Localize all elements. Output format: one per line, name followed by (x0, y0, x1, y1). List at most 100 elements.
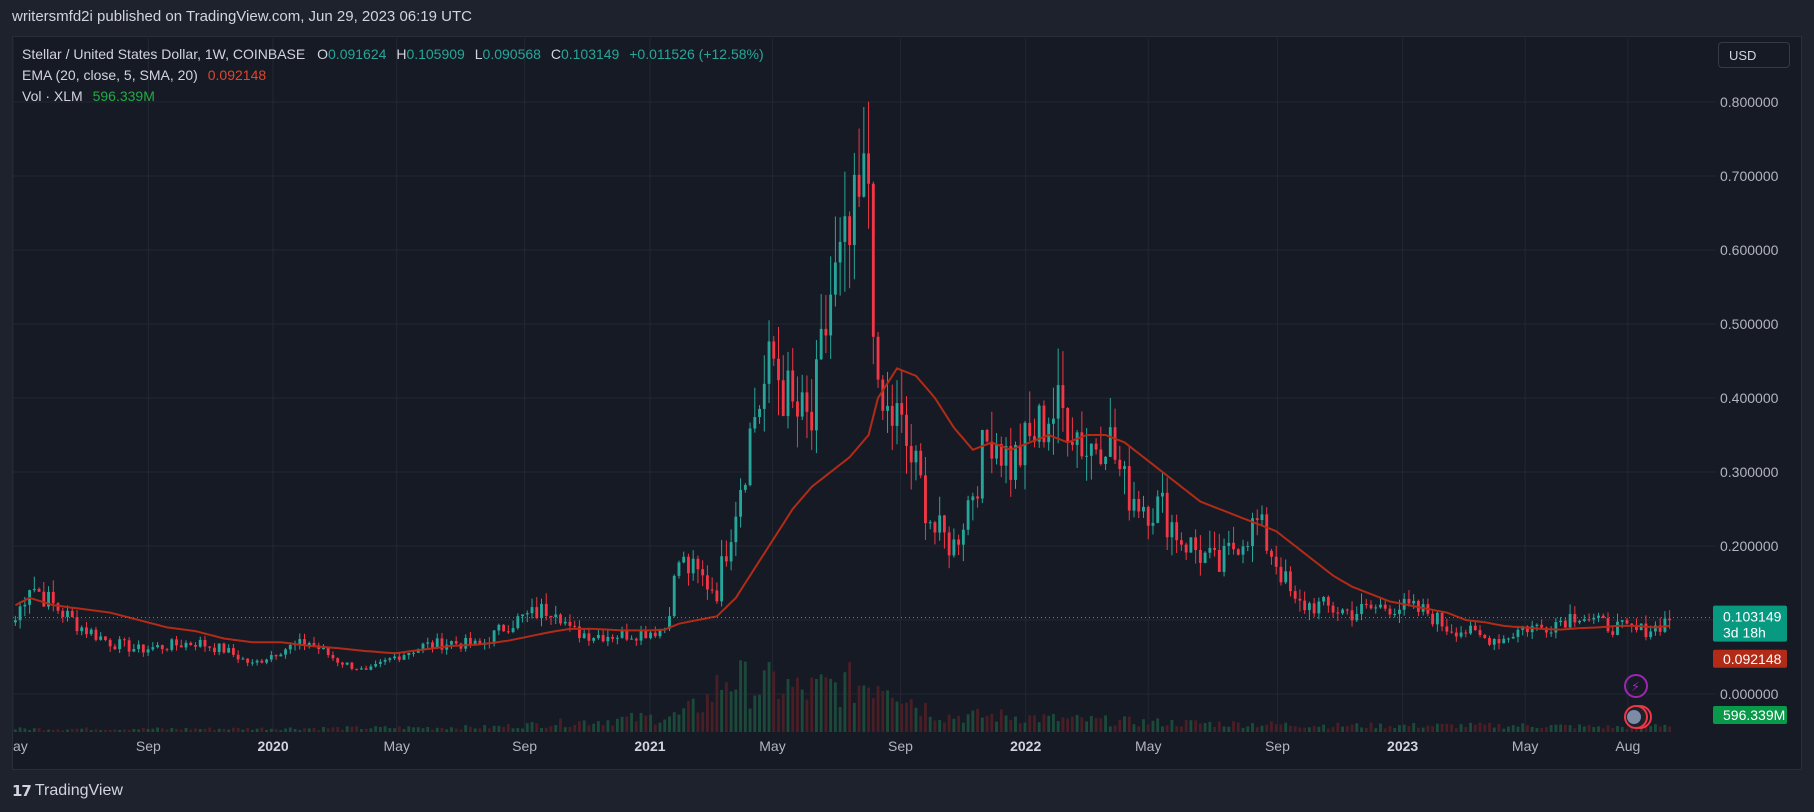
candle-body[interactable] (288, 645, 292, 650)
candle-body[interactable] (1364, 603, 1368, 605)
candle-body[interactable] (170, 639, 174, 650)
candle-body[interactable] (345, 662, 349, 665)
candle-body[interactable] (1089, 443, 1093, 456)
candle-body[interactable] (549, 615, 553, 618)
candle-body[interactable] (521, 614, 524, 617)
candle-body[interactable] (1127, 466, 1131, 511)
candle-body[interactable] (535, 607, 539, 619)
candle-body[interactable] (1355, 613, 1359, 621)
candle-body[interactable] (1241, 546, 1245, 555)
candle-body[interactable] (473, 640, 477, 646)
candle-body[interactable] (596, 634, 600, 639)
candle-body[interactable] (554, 614, 558, 618)
candle-body[interactable] (298, 639, 302, 645)
candle-body[interactable] (341, 662, 344, 665)
candle-body[interactable] (1601, 615, 1605, 619)
candle-body[interactable] (246, 658, 250, 663)
candle-body[interactable] (1473, 625, 1477, 631)
candle-body[interactable] (478, 640, 482, 645)
candle-body[interactable] (1597, 615, 1600, 618)
candle-body[interactable] (1284, 571, 1288, 583)
candle-body[interactable] (388, 658, 392, 660)
candle-body[interactable] (852, 174, 856, 245)
candle-body[interactable] (1123, 466, 1126, 470)
candle-body[interactable] (824, 328, 828, 336)
candle-body[interactable] (966, 500, 970, 530)
candle-body[interactable] (165, 649, 169, 651)
candle-body[interactable] (1146, 506, 1150, 526)
candle-body[interactable] (1312, 603, 1316, 614)
candle-body[interactable] (1620, 620, 1624, 622)
candle-body[interactable] (1516, 629, 1520, 637)
candle-body[interactable] (1232, 542, 1235, 550)
candle-body[interactable] (540, 603, 543, 619)
candle-body[interactable] (421, 643, 425, 649)
candle-body[interactable] (1118, 459, 1122, 470)
candle-body[interactable] (634, 638, 638, 641)
candle-body[interactable] (1289, 571, 1292, 592)
candle-body[interactable] (1492, 639, 1496, 645)
candle-body[interactable] (497, 624, 501, 631)
candle-body[interactable] (947, 532, 951, 556)
candle-body[interactable] (857, 174, 861, 197)
candle-body[interactable] (222, 643, 226, 653)
candle-body[interactable] (284, 649, 287, 655)
candle-body[interactable] (1658, 625, 1662, 632)
candle-body[interactable] (18, 606, 22, 621)
candle-body[interactable] (260, 660, 264, 663)
candle-body[interactable] (184, 642, 188, 648)
candle-body[interactable] (895, 403, 899, 426)
candle-body[interactable] (848, 216, 852, 245)
candle-body[interactable] (1085, 455, 1089, 457)
candle-body[interactable] (1104, 456, 1107, 464)
candle-body[interactable] (1578, 620, 1581, 623)
candle-body[interactable] (1061, 385, 1065, 408)
candle-body[interactable] (644, 630, 648, 639)
candle-body[interactable] (559, 614, 562, 624)
candle-body[interactable] (772, 341, 776, 359)
candle-body[interactable] (838, 241, 842, 263)
candle-body[interactable] (412, 652, 415, 654)
candle-body[interactable] (42, 591, 46, 607)
candle-body[interactable] (691, 558, 695, 574)
candle-body[interactable] (1246, 546, 1250, 548)
candle-body[interactable] (1265, 514, 1269, 551)
candle-body[interactable] (606, 636, 610, 642)
candle-body[interactable] (1668, 618, 1672, 621)
candle-body[interactable] (715, 590, 719, 602)
candle-body[interactable] (426, 642, 430, 644)
candle-body[interactable] (1322, 597, 1326, 602)
candle-body[interactable] (1459, 632, 1463, 637)
candle-body[interactable] (905, 414, 908, 446)
candle-body[interactable] (250, 662, 254, 664)
candle-body[interactable] (1009, 445, 1013, 480)
candle-body[interactable] (511, 628, 515, 633)
candle-body[interactable] (331, 655, 335, 659)
candle-body[interactable] (805, 392, 809, 412)
candle-body[interactable] (1412, 600, 1416, 604)
candle-body[interactable] (1568, 613, 1572, 628)
candle-body[interactable] (1298, 598, 1302, 601)
candle-body[interactable] (1345, 609, 1349, 611)
candle-body[interactable] (1066, 407, 1070, 442)
candle-body[interactable] (13, 620, 17, 623)
candle-body[interactable] (203, 639, 207, 647)
candle-body[interactable] (724, 556, 728, 562)
candle-body[interactable] (587, 633, 591, 641)
candle-body[interactable] (1137, 498, 1141, 512)
candle-body[interactable] (269, 655, 273, 660)
candle-body[interactable] (312, 642, 316, 646)
candle-body[interactable] (924, 475, 927, 524)
candle-body[interactable] (1047, 423, 1051, 443)
candle-body[interactable] (1179, 540, 1183, 545)
candle-body[interactable] (833, 262, 837, 295)
candle-body[interactable] (1360, 603, 1363, 614)
candle-body[interactable] (1606, 618, 1610, 632)
candle-body[interactable] (1540, 624, 1544, 628)
candle-body[interactable] (464, 637, 468, 649)
candle-body[interactable] (241, 658, 245, 660)
candle-body[interactable] (322, 647, 325, 650)
candle-body[interactable] (137, 644, 141, 650)
candle-body[interactable] (468, 637, 472, 646)
candle-body[interactable] (1563, 620, 1567, 628)
